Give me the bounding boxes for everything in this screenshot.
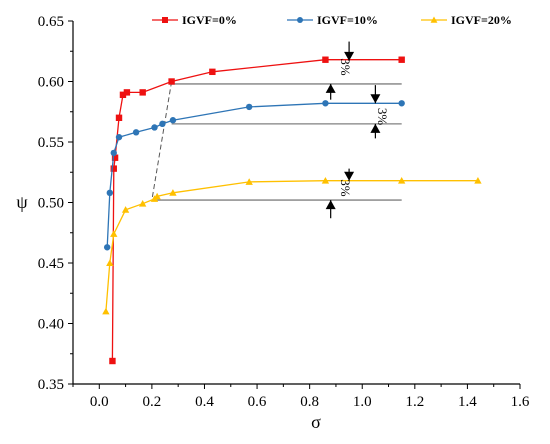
legend-label: IGVF=20%: [451, 13, 512, 27]
data-point-circle: [110, 149, 117, 157]
data-point-circle: [151, 124, 158, 131]
x-tick-label: 1.6: [511, 394, 530, 410]
legend: IGVF=0% IGVF=10% IGVF=20%: [152, 13, 512, 27]
data-point-triangle: [153, 192, 161, 200]
data-point-circle: [159, 120, 166, 128]
data-point-square: [123, 89, 131, 96]
series-group: [102, 56, 482, 365]
data-point-circle: [103, 244, 111, 251]
y-tick-label: 0.55: [38, 135, 64, 151]
x-tick-label: 0.6: [248, 394, 267, 410]
y-tick-label: 0.60: [38, 75, 64, 91]
data-point-triangle: [169, 189, 177, 196]
y-tick-label: 0.45: [38, 256, 64, 272]
y-tick-label: 0.35: [38, 377, 64, 393]
y-tick-label: 0.40: [38, 317, 64, 333]
data-point-square: [110, 165, 117, 172]
data-point-triangle: [474, 177, 482, 184]
dashed-guide-line: [151, 81, 173, 201]
data-point-triangle: [245, 178, 253, 185]
legend-item: IGVF=0%: [152, 13, 237, 27]
data-point-triangle: [110, 230, 118, 237]
series-line: [111, 59, 402, 362]
arrow-head: [370, 94, 381, 104]
data-point-triangle: [321, 177, 330, 184]
arrow-head: [344, 171, 355, 181]
data-point-triangle: [106, 259, 114, 266]
data-point-circle: [297, 17, 303, 23]
reference-lines: [151, 81, 402, 201]
data-point-circle: [106, 189, 114, 197]
x-tick-label: 0.2: [143, 394, 162, 410]
x-ticks: 0.0 0.2 0.4 0.6 0.8 1.0 1.2 1.4 1.6: [72, 384, 530, 410]
data-point-circle: [398, 100, 405, 107]
y-tick-label: 0.65: [38, 14, 64, 30]
data-point-circle: [132, 129, 140, 136]
y-tick-label: 0.50: [38, 196, 64, 212]
data-point-square: [111, 154, 119, 161]
data-point-triangle: [138, 200, 147, 207]
y-axis-title: ψ: [16, 192, 28, 212]
y-ticks: 0.35 0.40 0.45 0.50 0.55 0.60 0.65: [38, 14, 73, 393]
series: [109, 56, 405, 365]
data-point-square: [139, 89, 146, 96]
x-tick-label: 0.0: [90, 394, 109, 410]
arrow-head: [325, 83, 336, 93]
data-point-circle: [115, 133, 123, 141]
data-point-square: [209, 68, 216, 76]
series-line: [106, 102, 402, 248]
x-tick-label: 0.4: [195, 394, 214, 410]
data-point-triangle: [121, 206, 130, 213]
annotations: 3% 3% 3%: [325, 41, 390, 219]
arrow-head: [370, 123, 381, 133]
data-point-triangle: [430, 16, 438, 23]
x-tick-label: 1.4: [458, 394, 477, 410]
difference-label: 3%: [338, 179, 353, 197]
data-point-square: [119, 91, 127, 99]
plot-area: 0.0 0.2 0.4 0.6 0.8 1.0 1.2 1.4 1.6 0.35 0.40 0.45…: [38, 14, 530, 410]
data-point-circle: [169, 117, 177, 124]
data-point-square: [109, 357, 116, 365]
data-point-triangle: [102, 307, 110, 315]
x-tick-label: 0.8: [300, 394, 319, 410]
x-tick-label: 1.2: [405, 394, 424, 410]
legend-item: IGVF=10%: [287, 13, 378, 27]
legend-label: IGVF=0%: [182, 13, 237, 27]
x-axis-title: σ: [311, 412, 321, 432]
data-point-square: [162, 17, 168, 23]
legend-label: IGVF=10%: [317, 13, 378, 27]
arrow-head: [325, 200, 336, 210]
x-tick-label: 1.0: [353, 394, 372, 410]
difference-label: 3%: [375, 108, 390, 126]
data-point-triangle: [397, 177, 406, 184]
arrow-head: [344, 51, 355, 61]
series: [102, 177, 482, 315]
data-point-circle: [245, 103, 253, 111]
difference-label: 3%: [338, 58, 353, 76]
data-point-square: [398, 56, 405, 63]
data-point-square: [322, 56, 329, 63]
data-point-square: [115, 114, 123, 121]
legend-item: IGVF=20%: [421, 13, 512, 27]
series: [103, 100, 405, 251]
data-point-circle: [322, 100, 329, 107]
data-point-square: [168, 78, 175, 85]
